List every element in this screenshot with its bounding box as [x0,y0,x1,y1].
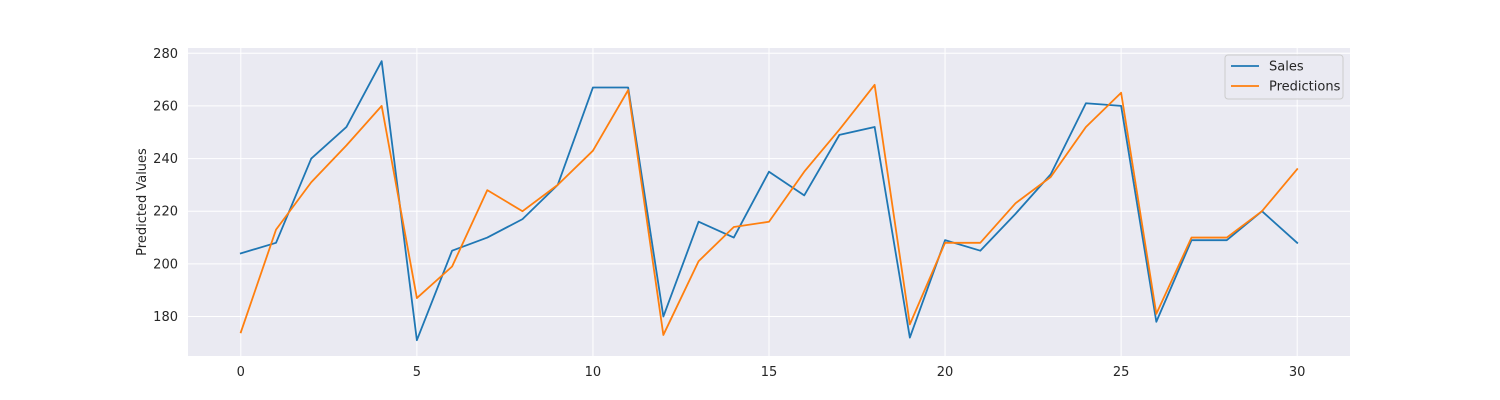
y-tick-label: 180 [153,310,178,325]
y-tick-label: 220 [153,205,178,220]
y-tick-label: 280 [153,47,178,62]
y-axis-title: Predicted Values [135,148,150,256]
legend: Sales Predictions [1224,54,1344,100]
series-line-sales [239,60,1299,342]
grid [188,48,1350,356]
x-tick-label: 25 [1113,365,1130,380]
series-line-predictions [239,83,1299,336]
y-tick-label: 200 [153,257,178,272]
x-tick-label: 15 [761,365,778,380]
x-tick-label: 10 [585,365,602,380]
x-axis: 0 5 10 15 20 25 30 [237,365,1306,380]
legend-label: Predictions [1269,80,1341,95]
y-tick-label: 260 [153,99,178,114]
x-tick-label: 20 [937,365,954,380]
x-tick-label: 30 [1289,365,1306,380]
x-tick-label: 5 [413,365,421,380]
y-axis: 180 200 220 240 260 280 [153,47,178,325]
series-layer [239,60,1299,342]
legend-label: Sales [1269,60,1304,75]
x-tick-label: 0 [237,365,245,380]
y-tick-label: 240 [153,152,178,167]
